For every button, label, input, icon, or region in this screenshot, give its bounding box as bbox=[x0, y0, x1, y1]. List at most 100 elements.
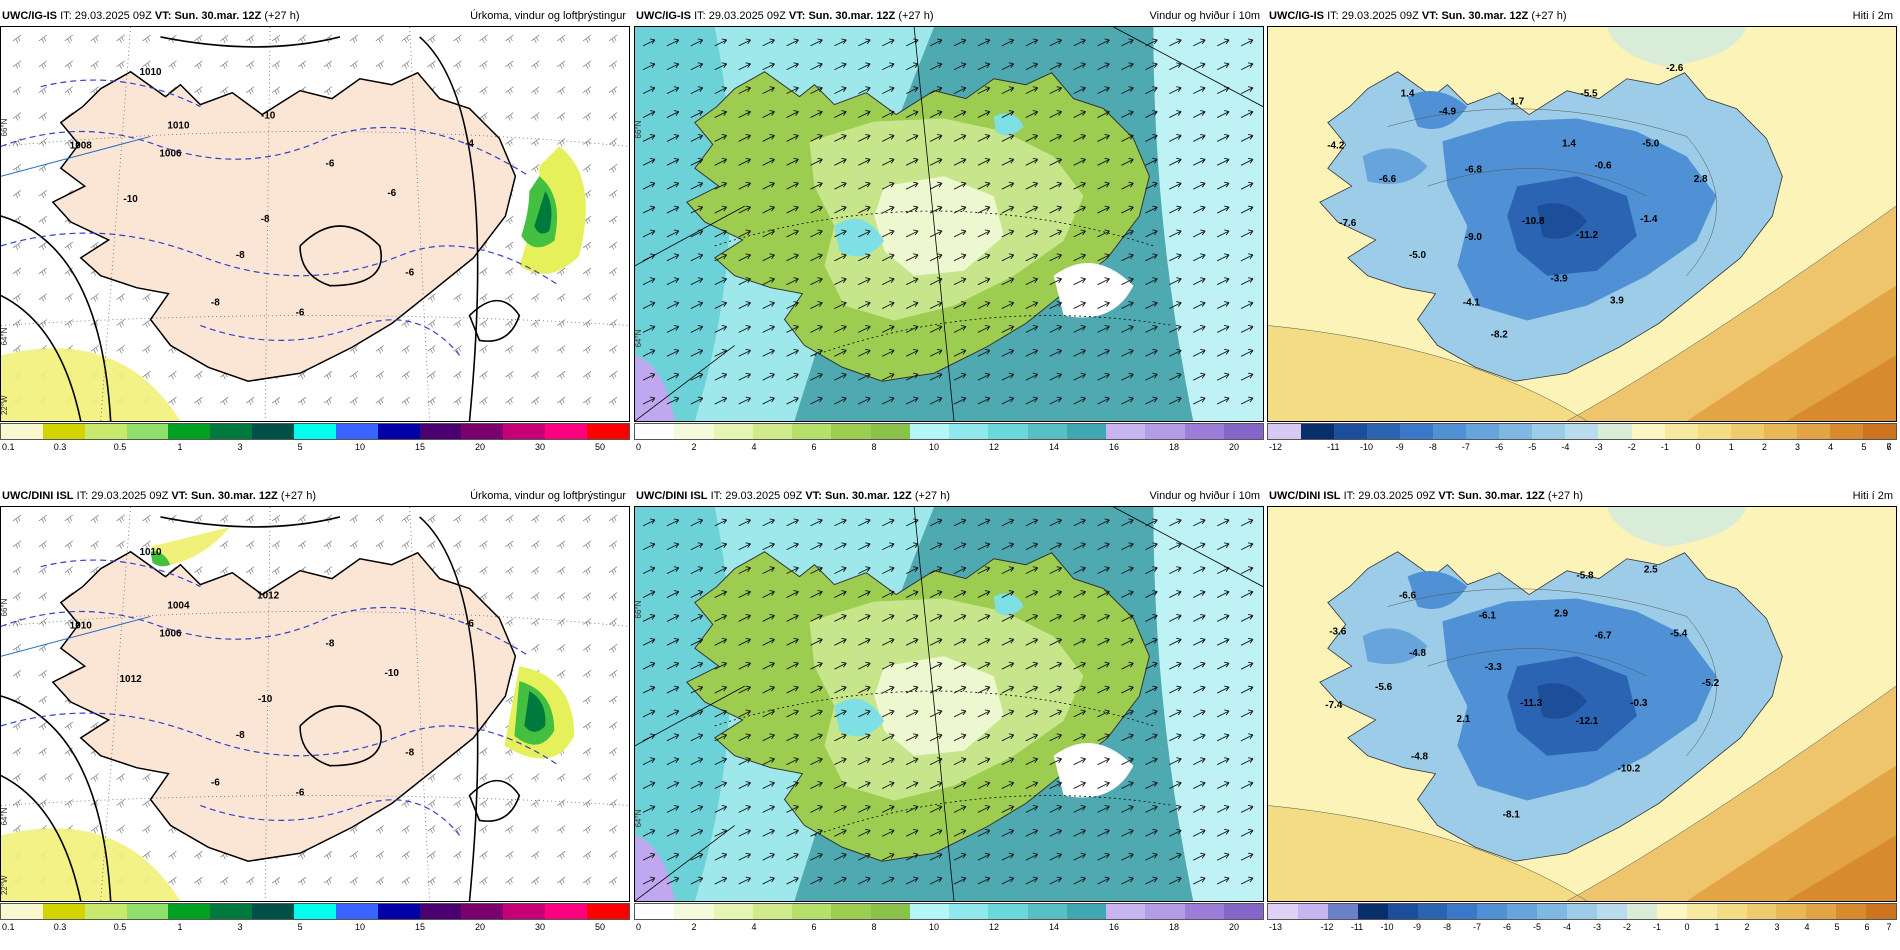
colorbar-swatch bbox=[294, 904, 336, 919]
colorbar-swatch bbox=[503, 424, 546, 439]
colorbar-tick-label: 18 bbox=[1168, 442, 1180, 452]
colorbar-tick-label: 10 bbox=[928, 442, 940, 452]
map-value-label: -10 bbox=[123, 194, 138, 205]
map-value-label: -4.8 bbox=[1409, 648, 1427, 659]
colorbar-ticks: 0 2 4 6 8 10 12 14 16 18 20 bbox=[634, 442, 1264, 456]
map-value-label: 3.9 bbox=[1610, 296, 1624, 307]
map-value-label: -8 bbox=[405, 748, 414, 759]
colorbar-tick-label: 2 bbox=[691, 442, 697, 452]
colorbar-tick-label: 0 bbox=[636, 922, 642, 932]
vt-label: VT: bbox=[154, 10, 172, 22]
map-value-label: -4 bbox=[465, 138, 474, 149]
colorbar-swatch bbox=[1776, 904, 1807, 919]
colorbar-tick-label: 15 bbox=[414, 442, 426, 452]
lon-label: 22°W bbox=[1, 875, 9, 895]
lead-time: (+27 h) bbox=[280, 490, 317, 502]
map-canvas: 1010 1008 1010 1006 -10 -10 -8 -6 -8 -6 -6 -4 -6 -8 66… bbox=[1, 27, 629, 421]
precip-map: 1010 1010 1004 1006 1012 1012 -10 -10 -8 -8 -6 -6 -8… bbox=[0, 506, 630, 902]
header-info: UWC/DINI ISL IT: 29.03.2025 09Z VT: Sun.… bbox=[1269, 488, 1583, 505]
colorbar-swatch bbox=[713, 424, 753, 439]
model-name: UWC/IG-IS bbox=[1269, 10, 1324, 22]
colorbar-tick-label: -4 bbox=[1562, 922, 1572, 932]
it-label: IT: bbox=[1343, 490, 1356, 502]
lead-time: (+27 h) bbox=[914, 490, 951, 502]
colorbar-tick-label: 1 bbox=[177, 922, 183, 932]
colorbar-swatch bbox=[792, 904, 832, 919]
colorbar-swatch bbox=[1184, 424, 1224, 439]
colorbar-tick-label: -8 bbox=[1442, 922, 1452, 932]
map-value-label: 1008 bbox=[70, 140, 93, 151]
map-value-label: -5.2 bbox=[1702, 678, 1720, 689]
lead-time: (+27 h) bbox=[1547, 490, 1584, 502]
vt-label: VT: bbox=[1421, 10, 1439, 22]
colorbar-swatch bbox=[1686, 904, 1717, 919]
lat-label: 66°N bbox=[635, 600, 643, 618]
precip-map: 1010 1008 1010 1006 -10 -10 -8 -6 -8 -6 -6 -4 -6 -8 66… bbox=[0, 26, 630, 422]
colorbar-tick-label: 10 bbox=[354, 922, 366, 932]
colorbar-swatch bbox=[1862, 424, 1896, 439]
colorbar-swatch bbox=[1796, 424, 1830, 439]
temperature-map: -6.6 -5.8 2.5 -3.6 -6.1 2.9 -6.7 -4.8 -5.4 -3.3 -5… bbox=[1267, 506, 1897, 902]
map-value-label: 1006 bbox=[159, 148, 182, 159]
map-value-label: 1010 bbox=[139, 67, 162, 78]
colorbar-swatch bbox=[1106, 424, 1146, 439]
panel-igis-2: UWC/IG-IS IT: 29.03.2025 09Z VT: Sun. 30… bbox=[1267, 8, 1897, 468]
colorbar-tick-label: 4 bbox=[751, 442, 757, 452]
colorbar-tick-label: -12 bbox=[1320, 922, 1334, 932]
colorbar-tick-label: 12 bbox=[988, 922, 1000, 932]
colorbar-swatch bbox=[1066, 904, 1106, 919]
colorbar-ticks: -12 -11 -10 -9 -8 -7 -6 -5 -4 -3 -2 -1 0 1 2 3 4 5 6 7 bbox=[1267, 442, 1897, 456]
colorbar-swatch bbox=[84, 904, 127, 919]
panel-title: Hiti í 2m bbox=[1852, 490, 1893, 502]
lead-time: (+27 h) bbox=[264, 10, 300, 22]
colorbar: -12 -11 -10 -9 -8 -7 -6 -5 -4 -3 -2 -1 0 1 2 3 4 5 6 7 bbox=[1267, 423, 1897, 458]
colorbar-swatch bbox=[1327, 904, 1358, 919]
colorbar-tick-label: -10 bbox=[1380, 922, 1394, 932]
colorbar-swatch bbox=[1631, 424, 1665, 439]
colorbar-swatch bbox=[674, 424, 714, 439]
colorbar-swatch bbox=[42, 424, 85, 439]
map-value-label: 1006 bbox=[159, 628, 182, 639]
map-value-label: -8 bbox=[261, 214, 270, 225]
colorbar-swatch bbox=[1357, 904, 1388, 919]
map-value-label: -6.1 bbox=[1479, 610, 1497, 621]
colorbar-swatch bbox=[1866, 904, 1897, 919]
colorbar-swatch bbox=[1297, 904, 1328, 919]
colorbar-swatch bbox=[1106, 904, 1146, 919]
map-value-label: 1.4 bbox=[1562, 138, 1576, 149]
colorbar-swatch bbox=[168, 904, 211, 919]
it-label: IT: bbox=[76, 490, 89, 502]
lat-label: 64°N bbox=[1, 327, 9, 345]
colorbar-swatch bbox=[1806, 904, 1837, 919]
colorbar-swatch bbox=[1532, 424, 1566, 439]
colorbar-swatches bbox=[0, 423, 630, 440]
map-value-label: -6.6 bbox=[1379, 174, 1397, 185]
colorbar-tick-label: -12 bbox=[1269, 442, 1283, 452]
colorbar-swatch bbox=[1537, 904, 1568, 919]
colorbar-tick-label: 0.5 bbox=[113, 442, 127, 452]
colorbar-swatch bbox=[1367, 424, 1401, 439]
colorbar-swatch bbox=[635, 424, 675, 439]
colorbar-swatch bbox=[1477, 904, 1508, 919]
map-value-label: 1012 bbox=[257, 591, 280, 602]
it-label: IT: bbox=[694, 10, 706, 22]
map-value-label: 2.9 bbox=[1554, 608, 1568, 619]
colorbar-tick-label: 10 bbox=[928, 922, 940, 932]
vt-value: Sun. 30.mar. 12Z bbox=[190, 490, 278, 502]
map-value-label: -8 bbox=[236, 250, 245, 261]
panel-title: Úrkoma, vindur og loftþrýstingur bbox=[470, 490, 626, 502]
colorbar-swatch bbox=[988, 424, 1028, 439]
map-value-label: -8.2 bbox=[1491, 329, 1509, 340]
colorbar-tick-label: -5 bbox=[1528, 442, 1537, 452]
lat-label: 64°N bbox=[1, 807, 9, 825]
colorbar-swatch bbox=[674, 904, 714, 919]
colorbar-swatch bbox=[1027, 424, 1067, 439]
map-value-label: -6.8 bbox=[1465, 164, 1483, 175]
colorbar-swatch bbox=[1746, 904, 1777, 919]
panel-header: UWC/IG-IS IT: 29.03.2025 09Z VT: Sun. 30… bbox=[0, 8, 630, 25]
colorbar-swatch bbox=[210, 904, 253, 919]
colorbar-tick-label: 0 bbox=[1684, 922, 1690, 932]
colorbar-swatch bbox=[126, 904, 169, 919]
colorbar-swatch bbox=[1301, 424, 1335, 439]
model-name: UWC/IG-IS bbox=[2, 10, 57, 22]
